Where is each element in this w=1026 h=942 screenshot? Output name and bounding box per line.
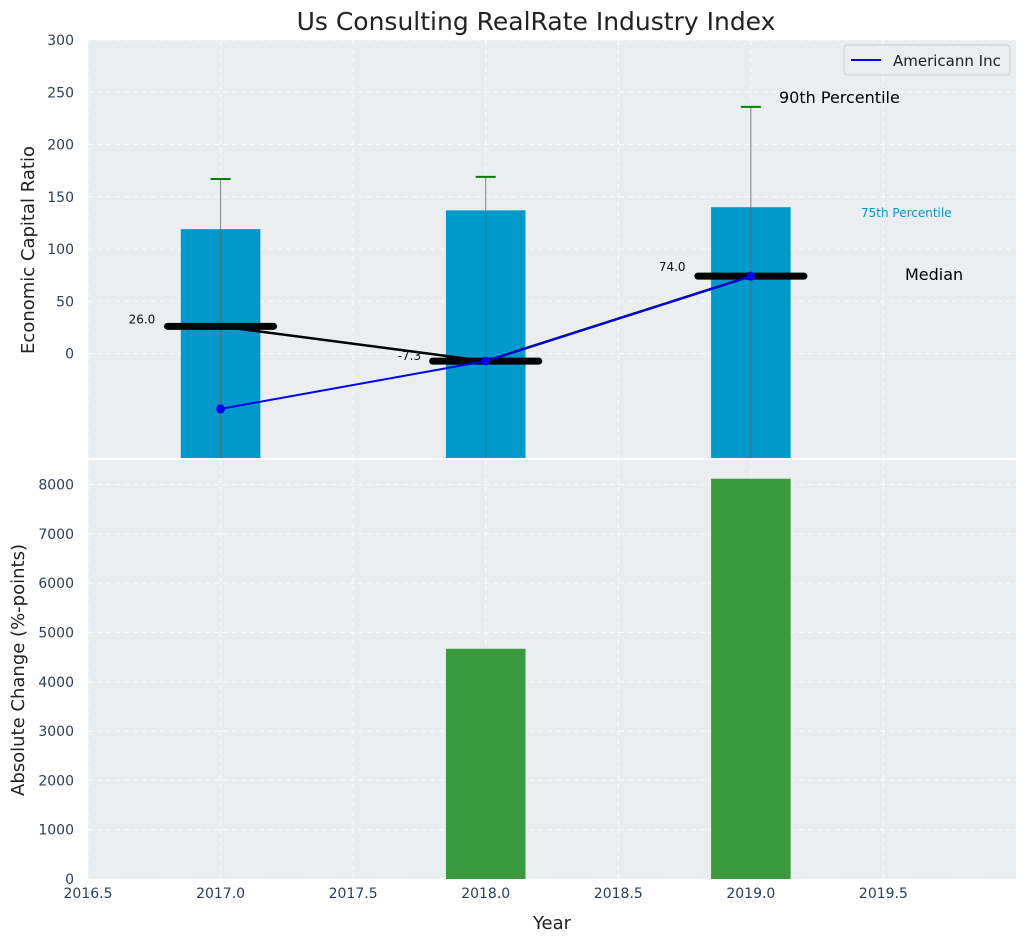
series-point-americann	[481, 356, 491, 366]
x-tick-label: 2016.5	[64, 886, 113, 902]
x-tick-label: 2018.0	[461, 886, 510, 902]
absolute-change-bar	[711, 478, 791, 879]
bottom-y-axis-label: Absolute Change (%-points)	[8, 544, 29, 796]
x-tick-label: 2019.0	[726, 886, 775, 902]
median-value-label: 74.0	[659, 260, 686, 274]
x-axis-label: Year	[532, 913, 572, 934]
chart-title: Us Consulting RealRate Industry Index	[297, 7, 776, 36]
annotation-75th-percentile: 75th Percentile	[861, 206, 952, 220]
bottom-y-tick-label: 1000	[38, 823, 74, 839]
median-value-label: -7.3	[398, 349, 421, 363]
bottom-y-tick-label: 0	[65, 872, 74, 888]
bottom-plot-background	[88, 460, 1016, 879]
bottom-y-tick-label: 4000	[38, 675, 74, 691]
absolute-change-bar	[445, 648, 526, 879]
top-y-tick-label: 0	[65, 347, 74, 363]
x-tick-label: 2019.5	[859, 886, 908, 902]
top-y-tick-label: 50	[56, 294, 74, 310]
series-point-americann	[216, 404, 226, 414]
top-y-axis-label: Economic Capital Ratio	[18, 146, 39, 354]
legend: Americann Inc	[843, 44, 1011, 76]
x-tick-label: 2018.5	[594, 886, 643, 902]
top-y-tick-label: 250	[47, 85, 74, 101]
bottom-y-tick-label: 6000	[38, 576, 74, 592]
top-y-tick-label: 300	[47, 33, 74, 49]
median-value-label: 26.0	[129, 312, 156, 326]
bottom-panel: 0 1000 2000 3000 4000 5000 6000 7000 8000 2016.5 2…	[38, 458, 1016, 902]
annotation-90th-percentile: 90th Percentile	[779, 88, 900, 107]
legend-box	[843, 44, 1011, 76]
x-tick-label: 2017.0	[196, 886, 245, 902]
top-y-tick-label: 100	[47, 242, 74, 258]
top-y-tick-label: 200	[47, 138, 74, 154]
top-y-tick-label: 150	[47, 190, 74, 206]
series-point-americann	[746, 271, 756, 281]
annotation-median: Median	[905, 265, 963, 284]
legend-entry-americann: Americann Inc	[893, 52, 1001, 70]
bottom-y-tick-label: 8000	[38, 478, 74, 494]
bottom-y-tick-label: 7000	[38, 527, 74, 543]
bottom-y-tick-label: 3000	[38, 724, 74, 740]
top-panel: 0 50 100 150 200 250 300 26.0 -7.3 74.0 90th Perce…	[47, 33, 1016, 458]
bottom-y-tick-label: 2000	[38, 773, 74, 789]
x-tick-label: 2017.5	[329, 886, 378, 902]
bottom-y-tick-label: 5000	[38, 626, 74, 642]
